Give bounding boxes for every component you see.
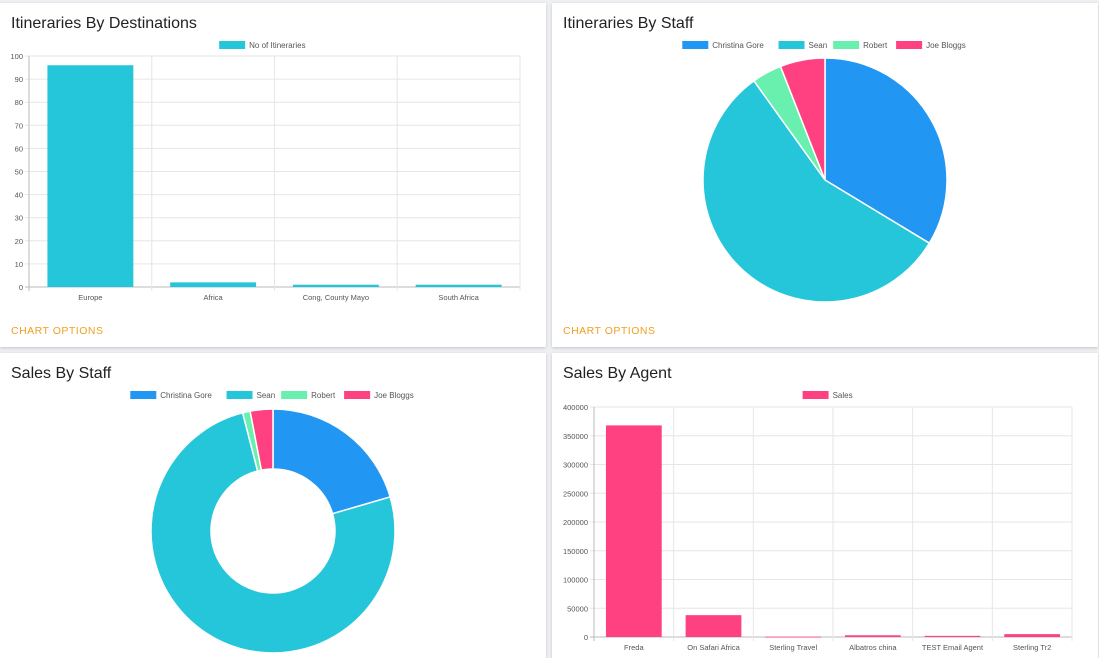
x-tick-label: Cong, County Mayo [303,293,369,302]
slice-sean [702,79,931,303]
panel-title: Sales By Agent [563,365,672,382]
bar-cong-county-mayo [292,284,379,287]
legend-label: No of Itineraries [249,41,305,50]
legend-swatch [682,41,709,49]
y-tick-label: 100 [10,52,23,61]
bar-europe [47,65,134,287]
legend-swatch [130,391,157,399]
chart-options-link[interactable]: CHART OPTIONS [563,325,656,337]
x-tick-label: Africa [204,293,224,302]
y-tick-label: 60 [15,144,23,153]
panel-sales-by-staff: Sales By Staff Christina Gore Sean Robert J… [0,353,546,658]
y-tick-label: 30 [15,214,23,223]
y-tick-label: 200000 [563,518,588,527]
chart-sales-by-agent: 0 50000 100000 150000 200000 250000 300000 3500… [563,391,1073,652]
bar-test-email-agent [924,635,981,637]
y-tick-label: 90 [15,75,23,84]
legend-swatch [219,41,246,49]
y-tick-label: 50 [15,168,23,177]
legend-label: Robert [863,41,888,50]
legend-label: Christina Gore [712,41,764,50]
slice-sean [150,411,396,654]
panel-itineraries-by-staff: Itineraries By Staff Christina Gore Sean R… [552,3,1098,347]
x-tick-label: Albatros china [849,643,897,652]
bar-on-safari-africa [685,615,742,637]
slice-christina-gore [272,408,392,515]
legend-label: Joe Bloggs [374,391,414,400]
legend-swatch [778,41,805,49]
panel-itineraries-by-destinations: Itineraries By Destinations 0 10 20 30 40 50 6… [0,3,546,347]
y-tick-label: 0 [584,633,588,642]
legend-swatch [281,391,308,399]
chart-sales-by-staff: Christina Gore Sean Robert Joe Bloggs [130,391,414,654]
x-tick-label: On Safari Africa [687,643,740,652]
y-tick-label: 50000 [567,604,588,613]
y-tick-label: 350000 [563,432,588,441]
y-tick-label: 20 [15,237,23,246]
legend-label: Sales [833,391,853,400]
y-tick-label: 100000 [563,576,588,585]
legend-label: Christina Gore [160,391,212,400]
y-tick-label: 10 [15,260,23,269]
bar-africa [170,282,257,287]
x-tick-label: Europe [78,293,102,302]
legend-label: Sean [809,41,828,50]
chart-itineraries-by-destinations: 0 10 20 30 40 50 60 70 80 90 100 Europe Africa Cong, … [10,41,521,302]
legend-label: Joe Bloggs [926,41,966,50]
y-tick-label: 150000 [563,547,588,556]
slice-joe-bloggs [249,408,274,471]
bar-south-africa [415,284,502,287]
bar-sterling-tr2 [1004,634,1061,637]
bar-albatros-china [844,635,901,637]
legend-swatch [344,391,371,399]
legend-label: Robert [311,391,336,400]
chart-options-link[interactable]: CHART OPTIONS [11,325,104,337]
slice-joe-bloggs [779,57,826,181]
y-tick-label: 0 [19,283,23,292]
y-tick-label: 40 [15,191,23,200]
x-tick-label: Sterling Travel [769,643,817,652]
x-tick-label: South Africa [438,293,479,302]
y-tick-label: 400000 [563,403,588,412]
panel-title: Itineraries By Destinations [11,15,197,32]
slice-christina-gore [824,57,948,245]
legend-swatch [802,391,829,399]
legend-swatch [896,41,923,49]
x-tick-label: Sterling Tr2 [1013,643,1051,652]
panel-title: Sales By Staff [11,365,112,382]
y-tick-label: 70 [15,121,23,130]
panel-sales-by-agent: Sales By Agent 0 50000 100000 150000 200000 2… [552,353,1098,658]
x-tick-label: Freda [624,643,644,652]
legend-swatch [833,41,860,49]
legend-swatch [226,391,253,399]
y-tick-label: 80 [15,98,23,107]
legend-label: Sean [257,391,276,400]
bar-freda [605,425,662,637]
panel-title: Itineraries By Staff [563,15,694,32]
x-tick-label: TEST Email Agent [922,643,984,652]
y-tick-label: 250000 [563,489,588,498]
bar-sterling-travel [765,636,822,638]
chart-itineraries-by-staff: Christina Gore Sean Robert Joe Bloggs [682,41,966,303]
y-tick-label: 300000 [563,461,588,470]
